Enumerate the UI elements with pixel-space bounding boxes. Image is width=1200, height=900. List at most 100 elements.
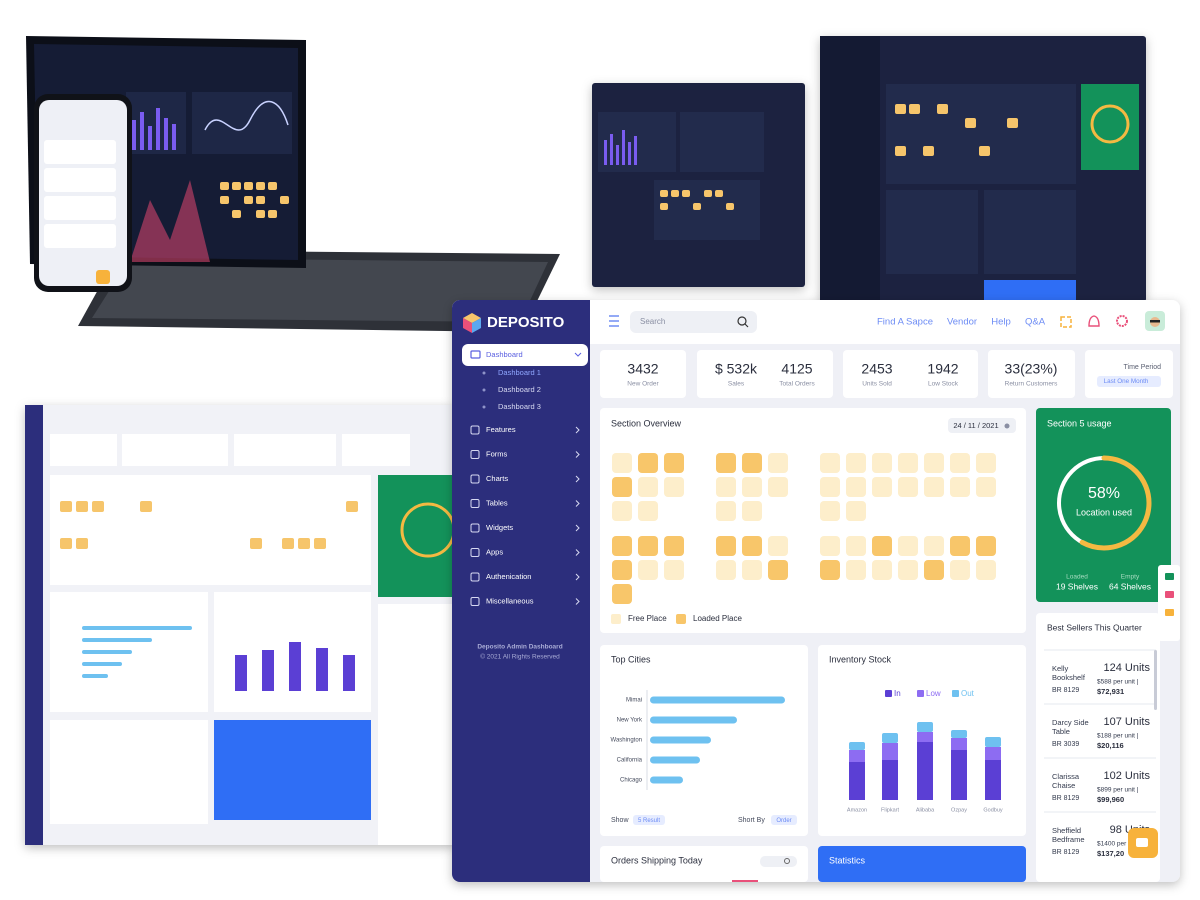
loaded-block[interactable] [612, 536, 632, 556]
menu-item[interactable]: Dashboard [486, 350, 523, 359]
loaded-block[interactable] [742, 536, 762, 556]
loaded-block[interactable] [612, 584, 632, 604]
dark-panel [654, 180, 760, 240]
loaded-block[interactable] [716, 536, 736, 556]
free-block[interactable] [898, 536, 918, 556]
menu-item[interactable]: Apps [486, 547, 503, 556]
free-block[interactable] [820, 501, 840, 521]
loaded-block[interactable] [638, 536, 658, 556]
free-block[interactable] [846, 536, 866, 556]
orders-search[interactable] [760, 856, 797, 867]
usage-sub-label: Empty [1121, 574, 1140, 581]
free-block[interactable] [742, 477, 762, 497]
select-value[interactable]: Order [776, 818, 791, 824]
free-block[interactable] [638, 560, 658, 580]
fullscreen-icon[interactable] [1060, 316, 1072, 328]
loaded-block[interactable] [638, 453, 658, 473]
keyboard-keys [92, 258, 548, 322]
select-pill[interactable] [633, 815, 665, 825]
free-block[interactable] [846, 560, 866, 580]
settings-icon[interactable] [1116, 315, 1128, 327]
loaded-block[interactable] [716, 453, 736, 473]
menu-item[interactable]: Miscellaneous [486, 596, 534, 605]
free-block[interactable] [846, 477, 866, 497]
submenu-item[interactable]: Dashboard 1 [498, 368, 541, 377]
free-block[interactable] [976, 477, 996, 497]
top-link[interactable]: Vendor [947, 317, 977, 328]
time-period-value[interactable]: Last One Month [1104, 378, 1149, 385]
free-block[interactable] [716, 501, 736, 521]
loaded-block[interactable] [664, 536, 684, 556]
free-block[interactable] [742, 501, 762, 521]
menu-item[interactable]: Charts [486, 474, 508, 483]
loaded-block[interactable] [664, 453, 684, 473]
free-block[interactable] [638, 477, 658, 497]
free-block[interactable] [768, 477, 788, 497]
free-block[interactable] [768, 453, 788, 473]
free-block[interactable] [716, 477, 736, 497]
float-icon[interactable] [1165, 609, 1174, 616]
submenu-item[interactable]: Dashboard 3 [498, 402, 541, 411]
free-block[interactable] [898, 453, 918, 473]
loaded-block[interactable] [820, 560, 840, 580]
free-block[interactable] [846, 501, 866, 521]
free-block[interactable] [924, 453, 944, 473]
loaded-block[interactable] [612, 477, 632, 497]
menu-item[interactable]: Tables [486, 498, 508, 507]
select-pill[interactable] [771, 815, 797, 825]
free-block[interactable] [950, 453, 970, 473]
free-block[interactable] [898, 560, 918, 580]
time-period-select[interactable] [1097, 376, 1161, 387]
free-block[interactable] [898, 477, 918, 497]
free-block[interactable] [820, 453, 840, 473]
menu-item[interactable]: Forms [486, 449, 507, 458]
free-block[interactable] [664, 560, 684, 580]
free-block[interactable] [768, 536, 788, 556]
menu-item[interactable]: Features [486, 425, 516, 434]
menu-item[interactable]: Authenication [486, 572, 531, 581]
free-block[interactable] [846, 453, 866, 473]
submenu-item[interactable]: Dashboard 2 [498, 385, 541, 394]
loaded-block[interactable] [950, 536, 970, 556]
top-link[interactable]: Find A Sapce [877, 317, 933, 328]
float-icon[interactable] [1165, 591, 1174, 598]
date-pill[interactable] [948, 418, 1016, 433]
loaded-block[interactable] [768, 560, 788, 580]
menu-item[interactable]: Widgets [486, 523, 513, 532]
loaded-block[interactable] [976, 536, 996, 556]
select-value[interactable]: 5 Result [638, 818, 660, 824]
free-block[interactable] [976, 560, 996, 580]
free-block[interactable] [820, 477, 840, 497]
free-block[interactable] [872, 453, 892, 473]
top-link[interactable]: Q&A [1025, 317, 1046, 328]
free-block[interactable] [716, 560, 736, 580]
free-block[interactable] [872, 560, 892, 580]
free-block[interactable] [924, 536, 944, 556]
stat-card [843, 350, 978, 398]
loaded-block[interactable] [872, 536, 892, 556]
free-block[interactable] [950, 560, 970, 580]
free-block[interactable] [924, 477, 944, 497]
free-block[interactable] [950, 477, 970, 497]
search-box[interactable] [630, 311, 757, 333]
top-link[interactable]: Help [991, 317, 1011, 328]
free-block[interactable] [820, 536, 840, 556]
phone-button [96, 270, 110, 284]
legend-label: Loaded Place [693, 614, 742, 623]
light-blue-card [214, 720, 371, 820]
free-block[interactable] [664, 477, 684, 497]
free-block[interactable] [612, 501, 632, 521]
bullet [482, 405, 486, 409]
free-block[interactable] [872, 477, 892, 497]
free-block[interactable] [742, 560, 762, 580]
menu-active-bg[interactable] [462, 344, 588, 366]
loaded-block[interactable] [924, 560, 944, 580]
bell-icon[interactable] [1088, 315, 1100, 327]
loaded-block[interactable] [612, 560, 632, 580]
float-icon[interactable] [1165, 573, 1174, 580]
loaded-block[interactable] [742, 453, 762, 473]
free-block[interactable] [612, 453, 632, 473]
product-code: BR 8129 [1052, 795, 1079, 802]
free-block[interactable] [976, 453, 996, 473]
free-block[interactable] [638, 501, 658, 521]
